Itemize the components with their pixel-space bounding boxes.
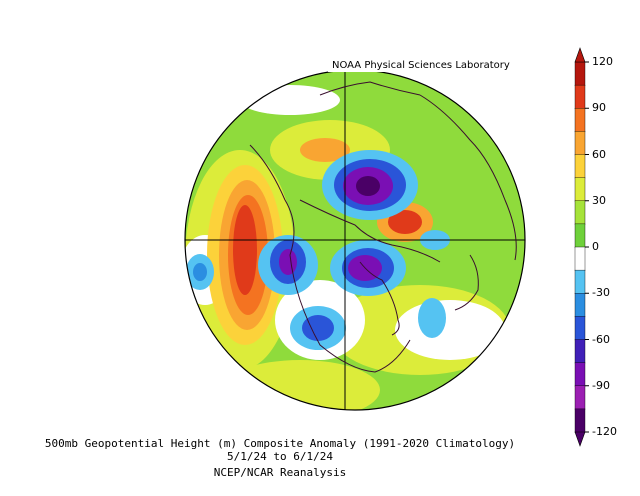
colorbar-label: -60: [592, 332, 610, 346]
colorbar-label: -30: [592, 286, 610, 300]
colorbar-swatch: [574, 385, 586, 410]
colorbar: [574, 47, 589, 447]
caption-dates: 5/1/24 to 6/1/24: [227, 450, 333, 463]
colorbar-label: 30: [592, 193, 606, 207]
colorbar-swatch: [574, 223, 586, 248]
coastlines: [249, 81, 517, 373]
colorbar-label: 90: [592, 101, 606, 115]
colorbar-swatch: [574, 177, 586, 202]
colorbar-label: -120: [592, 425, 617, 438]
caption-source: NCEP/NCAR Reanalysis: [213, 466, 347, 479]
colorbar-swatch: [574, 61, 586, 86]
colorbar-swatch: [574, 316, 586, 341]
colorbar-swatch: [574, 339, 586, 364]
anomaly-field: [185, 70, 525, 410]
colorbar-swatch: [574, 269, 586, 294]
colorbar-label: 0: [592, 240, 599, 253]
colorbar-swatch: [574, 108, 586, 133]
colorbar-label: 60: [592, 147, 606, 161]
credit-box: [328, 58, 518, 72]
colorbar-label: -90: [592, 378, 610, 392]
colorbar-swatch: [574, 154, 586, 179]
map-grid: [185, 70, 525, 410]
colorbar-swatch: [574, 200, 586, 225]
colorbar-swatch: [574, 362, 586, 387]
colorbar-label: 120: [592, 55, 613, 68]
colorbar-swatch: [574, 408, 586, 433]
credit-label: NOAA Physical Sciences Laboratory: [332, 60, 510, 71]
colorbar-swatch: [574, 246, 586, 271]
colorbar-swatch: [574, 84, 586, 109]
colorbar-swatch: [574, 293, 586, 318]
colorbar-swatch: [574, 131, 586, 156]
colorbar-max-arrow: [574, 47, 586, 63]
colorbar-min-arrow: [574, 431, 586, 447]
caption-title: 500mb Geopotential Height (m) Composite …: [44, 437, 516, 450]
